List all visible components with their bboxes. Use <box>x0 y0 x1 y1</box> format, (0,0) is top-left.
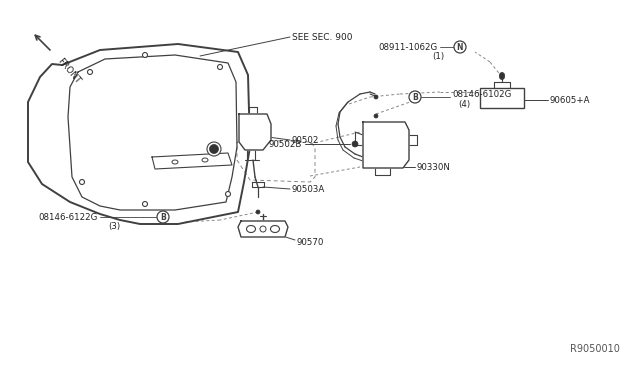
Text: 90330N: 90330N <box>417 163 451 171</box>
Circle shape <box>374 114 378 118</box>
Text: 90570: 90570 <box>297 237 324 247</box>
Circle shape <box>88 70 93 74</box>
Text: 90605+A: 90605+A <box>550 96 591 105</box>
Circle shape <box>256 210 260 214</box>
Polygon shape <box>239 114 271 150</box>
Circle shape <box>143 202 147 206</box>
Ellipse shape <box>172 160 178 164</box>
Circle shape <box>211 145 218 153</box>
Text: 08146-6102G: 08146-6102G <box>452 90 511 99</box>
FancyBboxPatch shape <box>480 88 524 108</box>
Text: (3): (3) <box>108 221 120 231</box>
Circle shape <box>409 91 421 103</box>
Circle shape <box>499 74 504 80</box>
Ellipse shape <box>246 225 255 232</box>
Text: (1): (1) <box>432 51 444 61</box>
Polygon shape <box>363 122 409 168</box>
Circle shape <box>499 73 504 77</box>
Text: B: B <box>160 212 166 221</box>
Circle shape <box>143 52 147 58</box>
Circle shape <box>352 141 358 147</box>
Circle shape <box>218 64 223 70</box>
Text: 08911-1062G: 08911-1062G <box>379 42 438 51</box>
Circle shape <box>225 192 230 196</box>
Circle shape <box>260 226 266 232</box>
Text: R9050010: R9050010 <box>570 344 620 354</box>
Polygon shape <box>238 221 288 237</box>
Circle shape <box>157 211 169 223</box>
Text: (4): (4) <box>458 99 470 109</box>
Text: FRONT: FRONT <box>56 57 83 86</box>
Text: 90502B: 90502B <box>269 140 302 148</box>
Text: 90503A: 90503A <box>292 185 325 193</box>
Ellipse shape <box>202 158 208 162</box>
Text: 08146-6122G: 08146-6122G <box>38 212 98 221</box>
Text: B: B <box>412 93 418 102</box>
Circle shape <box>454 41 466 53</box>
Text: N: N <box>457 42 463 51</box>
Circle shape <box>209 144 218 154</box>
Ellipse shape <box>271 225 280 232</box>
Circle shape <box>207 142 221 156</box>
Text: SEE SEC. 900: SEE SEC. 900 <box>292 32 353 42</box>
Text: 90502: 90502 <box>292 135 319 144</box>
Circle shape <box>374 95 378 99</box>
Circle shape <box>79 180 84 185</box>
